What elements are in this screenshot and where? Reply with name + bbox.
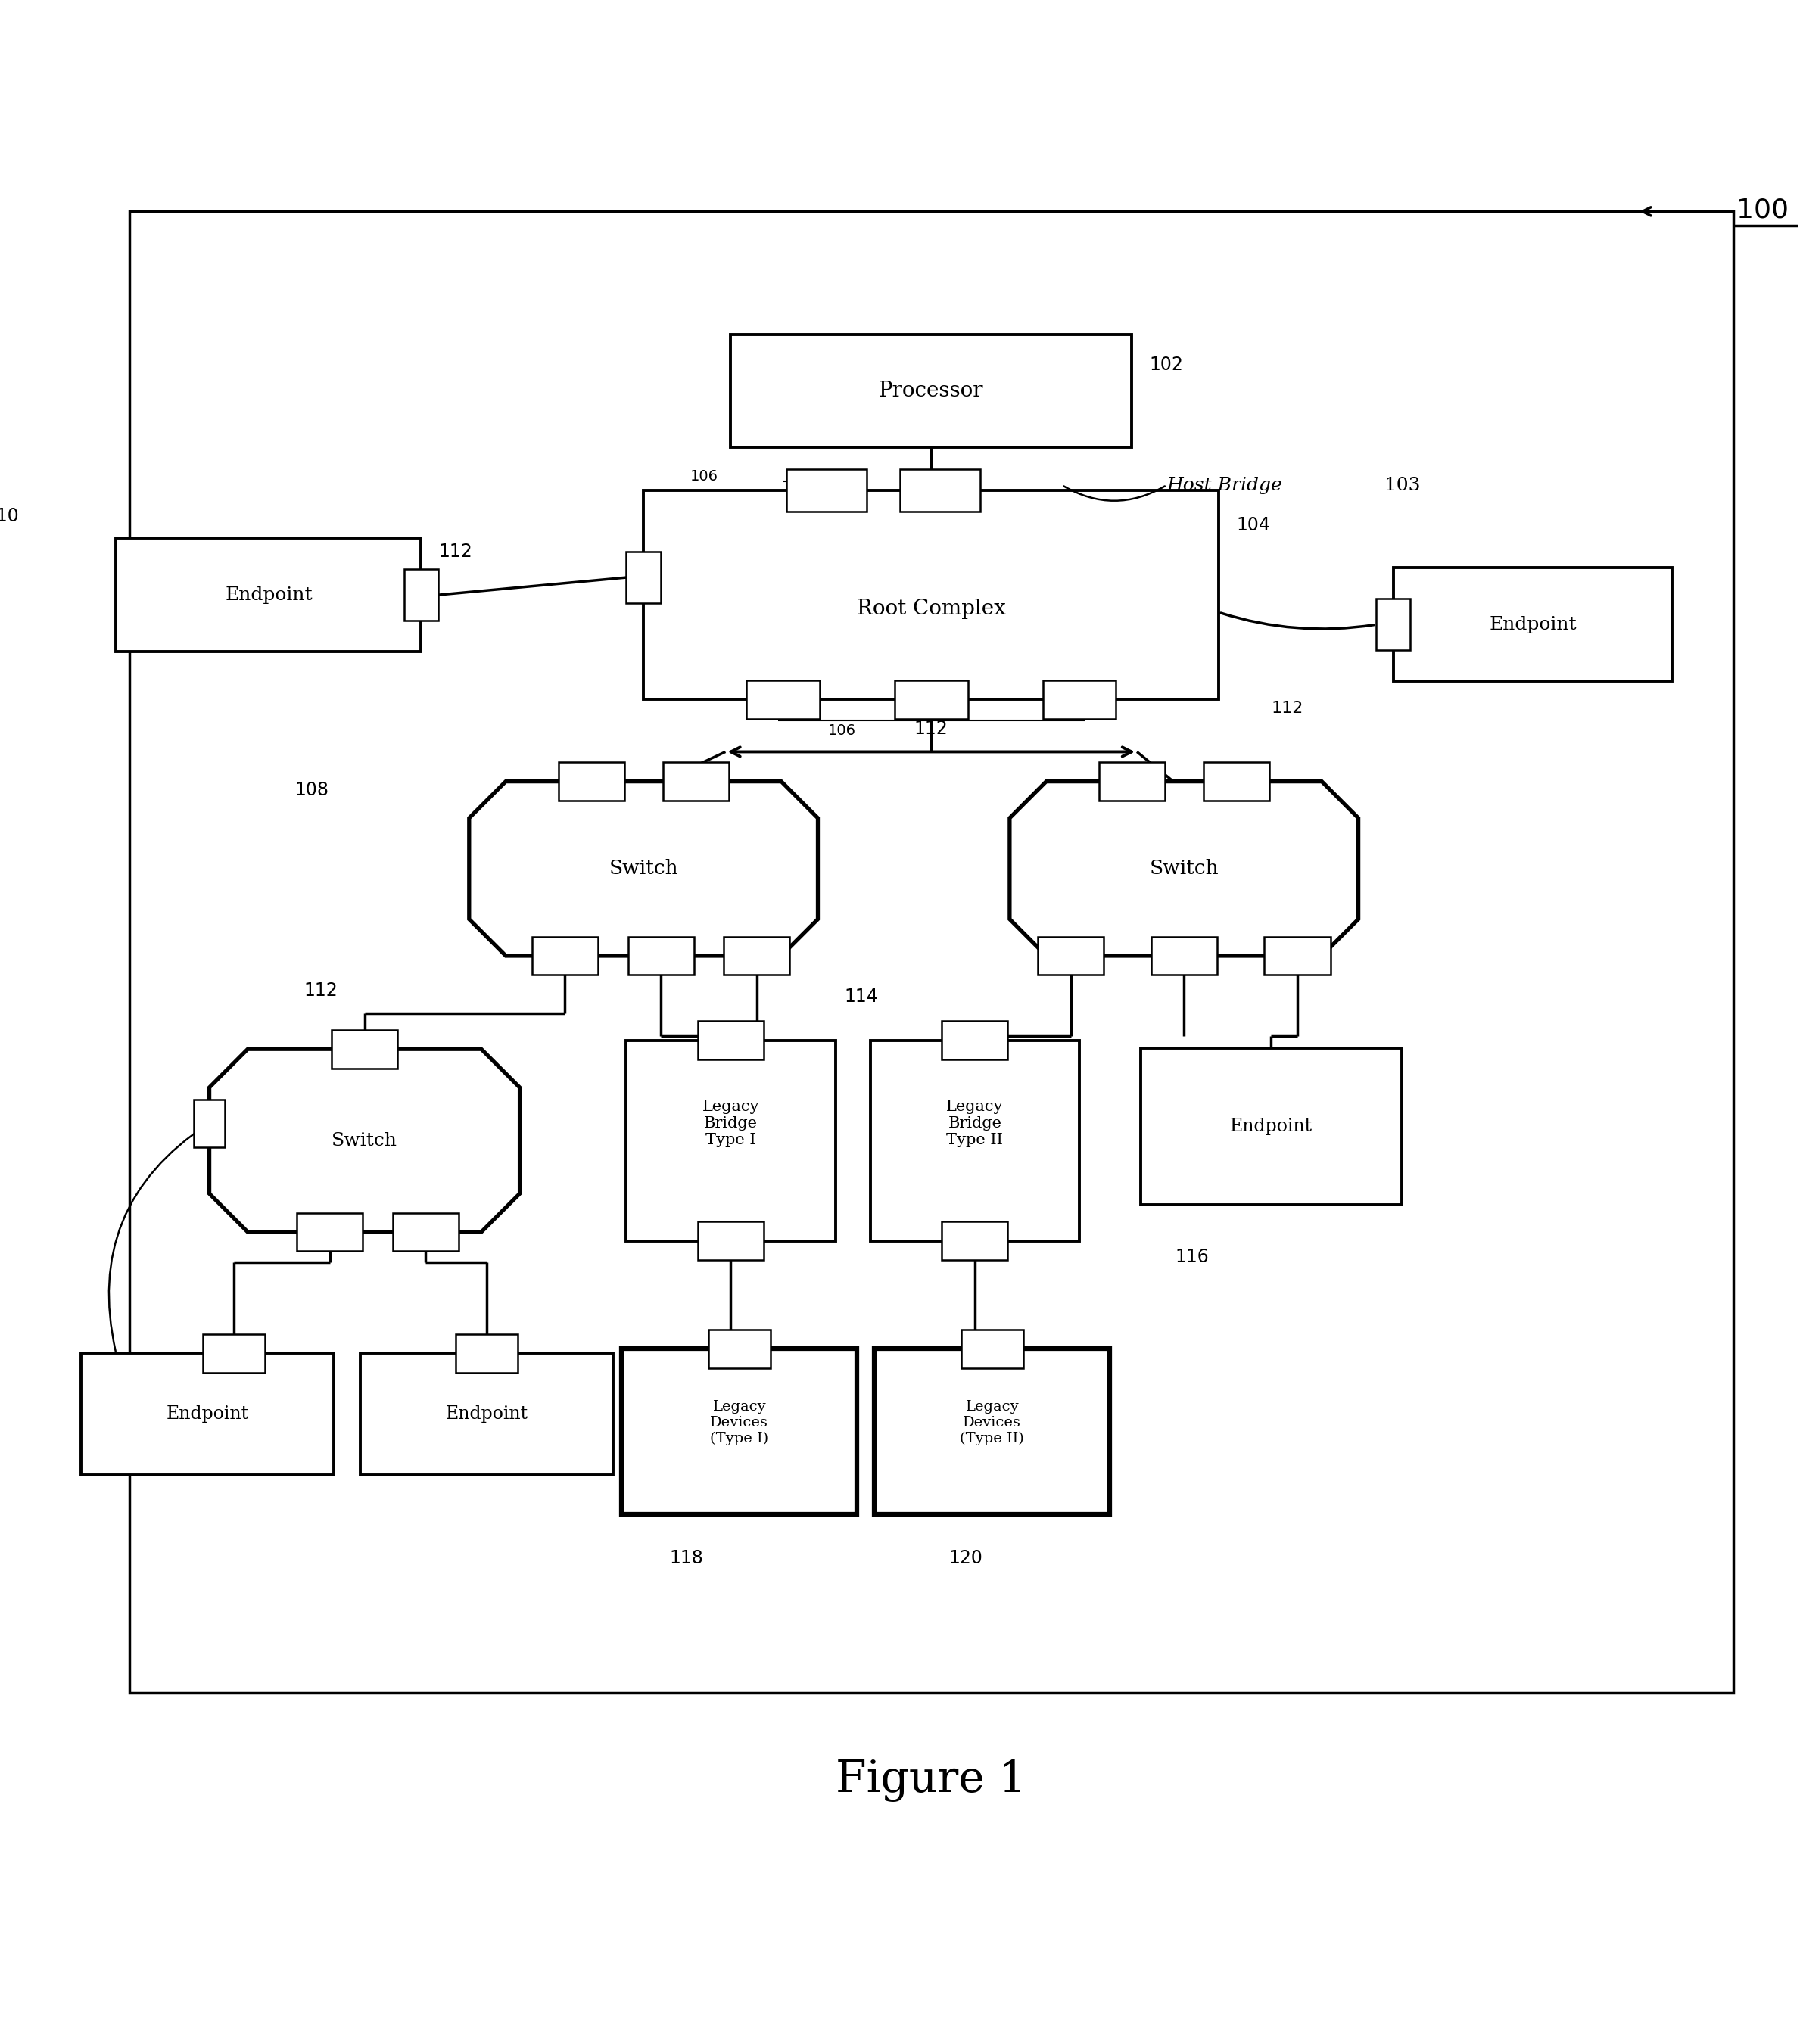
Text: 103: 103 <box>1385 476 1421 495</box>
Text: Endpoint: Endpoint <box>225 587 312 603</box>
Bar <box>404 570 438 621</box>
Bar <box>730 335 1132 448</box>
Bar <box>1150 936 1217 975</box>
Bar <box>195 1100 225 1147</box>
Bar <box>746 681 820 719</box>
Bar <box>1042 681 1116 719</box>
Bar <box>297 1212 362 1251</box>
Bar <box>941 1222 1008 1259</box>
Bar <box>1376 599 1410 650</box>
Bar <box>698 1022 764 1059</box>
Text: Switch: Switch <box>609 858 678 879</box>
Bar <box>1141 1049 1403 1206</box>
Bar <box>626 1040 835 1241</box>
Text: Switch: Switch <box>332 1132 397 1149</box>
Text: Legacy
Devices
(Type I): Legacy Devices (Type I) <box>710 1400 768 1445</box>
Text: 100: 100 <box>1736 196 1789 223</box>
Bar <box>202 1335 265 1372</box>
Bar <box>894 681 968 719</box>
Text: Legacy
Devices
(Type II): Legacy Devices (Type II) <box>961 1400 1024 1445</box>
Bar <box>644 491 1219 699</box>
Text: Legacy
Bridge
Type I: Legacy Bridge Type I <box>701 1100 759 1147</box>
Bar <box>393 1212 458 1251</box>
Bar <box>115 538 422 652</box>
Text: Root Complex: Root Complex <box>856 599 1006 619</box>
Bar <box>1394 568 1671 681</box>
Bar <box>871 1040 1080 1241</box>
Bar <box>1098 762 1165 801</box>
Bar <box>1203 762 1269 801</box>
Bar <box>786 470 867 511</box>
Polygon shape <box>209 1049 519 1233</box>
Bar <box>709 1331 770 1367</box>
Text: 112: 112 <box>1271 701 1304 715</box>
Text: Endpoint: Endpoint <box>1489 615 1576 634</box>
Text: Processor: Processor <box>878 380 984 401</box>
Text: 108: 108 <box>294 781 328 799</box>
Text: 118: 118 <box>669 1549 703 1568</box>
Bar <box>874 1349 1111 1515</box>
Text: Legacy
Bridge
Type II: Legacy Bridge Type II <box>947 1100 1002 1147</box>
Polygon shape <box>469 781 819 957</box>
Text: Endpoint: Endpoint <box>445 1406 528 1423</box>
Bar <box>532 936 599 975</box>
Bar <box>961 1331 1024 1367</box>
Text: 110: 110 <box>0 507 20 525</box>
Text: Endpoint: Endpoint <box>1230 1118 1313 1134</box>
Text: Host Bridge: Host Bridge <box>1167 476 1282 495</box>
Bar <box>622 1349 856 1515</box>
Bar <box>664 762 728 801</box>
Text: 116: 116 <box>1176 1249 1210 1267</box>
Text: Switch: Switch <box>1149 858 1219 879</box>
Text: 112: 112 <box>303 981 337 1000</box>
Bar <box>1264 936 1331 975</box>
Text: Endpoint: Endpoint <box>166 1406 249 1423</box>
Bar <box>626 552 660 603</box>
Bar <box>81 1353 334 1476</box>
Bar <box>456 1335 517 1372</box>
Text: Figure 1: Figure 1 <box>837 1760 1026 1801</box>
Text: 104: 104 <box>1237 515 1271 533</box>
Bar <box>698 1222 764 1259</box>
Bar <box>361 1353 613 1476</box>
Polygon shape <box>1010 781 1358 957</box>
Bar <box>627 936 694 975</box>
Bar <box>900 470 981 511</box>
Bar <box>332 1030 397 1069</box>
Text: 106: 106 <box>691 470 719 484</box>
Bar <box>130 211 1733 1692</box>
Text: 120: 120 <box>948 1549 983 1568</box>
Text: 102: 102 <box>1149 356 1183 374</box>
Text: 114: 114 <box>844 987 878 1006</box>
Text: 106: 106 <box>828 724 856 738</box>
Bar <box>723 936 790 975</box>
Text: 112: 112 <box>438 542 472 560</box>
Bar <box>559 762 624 801</box>
Bar <box>941 1022 1008 1059</box>
Bar <box>1039 936 1103 975</box>
Text: 112: 112 <box>914 719 948 738</box>
